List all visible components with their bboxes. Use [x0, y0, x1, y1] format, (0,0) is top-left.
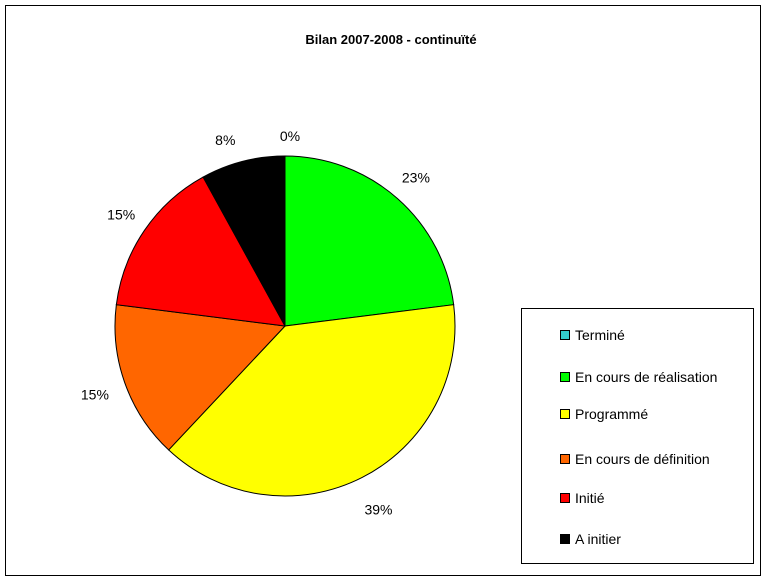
legend-label: En cours de réalisation — [575, 369, 718, 385]
legend-swatch — [560, 493, 570, 503]
legend: Terminé En cours de réalisation Programm… — [521, 308, 754, 564]
pie-slices — [114, 155, 456, 497]
legend-item-en-cours-de-realisation: En cours de réalisation — [560, 368, 717, 386]
legend-item-termine: Terminé — [560, 326, 625, 344]
data-label-initie: 15% — [107, 207, 135, 223]
pie-slice-programme — [167, 304, 456, 497]
legend-item-en-cours-de-definition: En cours de définition — [560, 450, 710, 468]
pie-slice-a-initier — [202, 155, 286, 327]
legend-item-a-initier: A initier — [560, 530, 621, 548]
legend-label: A initier — [575, 531, 621, 547]
legend-swatch — [560, 372, 570, 382]
chart-title: Bilan 2007-2008 - continuïté — [305, 32, 476, 47]
legend-label: En cours de définition — [575, 451, 710, 467]
pie-slice-en-cours-de-definition — [114, 304, 287, 451]
data-label-termine: 0% — [280, 128, 300, 144]
pie-slice-initie — [115, 176, 286, 327]
data-label-en-cours-de-definition: 15% — [81, 386, 109, 402]
pie-slice-en-cours-de-realisation — [284, 155, 455, 327]
legend-swatch — [560, 330, 570, 340]
legend-item-initie: Initié — [560, 489, 605, 507]
legend-swatch — [560, 534, 570, 544]
legend-swatch — [560, 409, 570, 419]
data-label-programme: 39% — [364, 502, 392, 518]
data-label-en-cours-de-realisation: 23% — [402, 170, 430, 186]
legend-label: Programmé — [575, 406, 649, 422]
data-label-a-initier: 8% — [215, 132, 235, 148]
legend-item-programme: Programmé — [560, 405, 648, 423]
legend-label: Initié — [575, 490, 605, 506]
legend-swatch — [560, 454, 570, 464]
legend-label: Terminé — [575, 327, 625, 343]
pie-labels: 0% 23% 39% 15% 15% 8% — [81, 128, 430, 518]
